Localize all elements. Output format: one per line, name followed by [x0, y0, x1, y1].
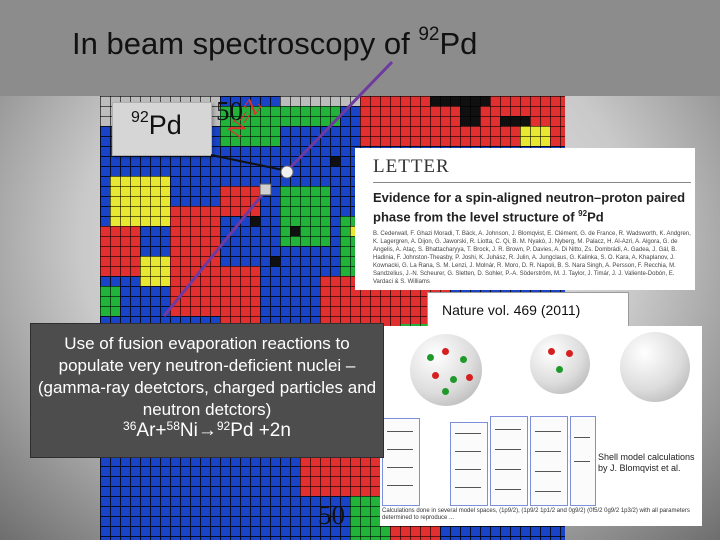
paper-letter-header: LETTER — [373, 156, 450, 177]
reaction-equation: 36Ar+58Ni→92Pd +2n — [123, 419, 291, 441]
level-scheme-figure: Shell model calculations by J. Blomqvist … — [380, 326, 702, 526]
pd-label-arrow — [210, 154, 284, 171]
level-line — [387, 467, 413, 468]
level-line — [455, 469, 481, 470]
paper-headline: Evidence for a spin-aligned neutron–prot… — [373, 190, 686, 225]
red-nucleon-dot — [442, 348, 449, 355]
green-nucleon-dot — [556, 366, 563, 373]
level-line — [535, 491, 561, 492]
level-line — [455, 433, 481, 434]
red-nucleon-dot — [432, 372, 439, 379]
slide-title: In beam spectroscopy of 92Pd — [72, 24, 478, 61]
pd92-label-box — [112, 102, 212, 156]
level-line — [455, 451, 481, 452]
paper-rule — [373, 182, 691, 183]
level-line — [387, 449, 413, 450]
level-line — [535, 431, 561, 432]
level-column-3 — [490, 416, 528, 506]
nucleus-marker-square — [259, 183, 272, 196]
level-column-1 — [382, 418, 420, 506]
green-nucleon-dot — [442, 388, 449, 395]
paper-clipping: LETTER Evidence for a spin-aligned neutr… — [355, 148, 695, 290]
figure-caption: Calculations done in several model space… — [382, 508, 690, 521]
green-nucleon-dot — [427, 354, 434, 361]
pd92-marker-dot — [280, 165, 294, 179]
pd92-label: 92Pd — [131, 109, 182, 140]
citation-text: Nature vol. 469 (2011) — [442, 302, 581, 318]
level-line — [495, 449, 521, 450]
sphere-middle — [530, 334, 590, 394]
green-nucleon-dot — [460, 356, 467, 363]
level-line — [495, 489, 521, 490]
citation-box: Nature vol. 469 (2011) — [427, 292, 629, 328]
level-line — [574, 437, 590, 438]
level-line — [387, 431, 413, 432]
shell-model-label: Shell model calculations by J. Blomqvist … — [598, 452, 695, 473]
level-line — [455, 487, 481, 488]
level-line — [495, 469, 521, 470]
level-column-5 — [570, 416, 596, 506]
level-line — [387, 485, 413, 486]
green-nucleon-dot — [450, 376, 457, 383]
magic-number-50-bottom: 50 — [318, 500, 345, 530]
red-nucleon-dot — [466, 374, 473, 381]
red-nucleon-dot — [548, 348, 555, 355]
red-nucleon-dot — [566, 350, 573, 357]
pointer-line-to-info — [162, 189, 268, 317]
level-line — [535, 451, 561, 452]
sphere-right — [620, 332, 690, 402]
level-column-4 — [530, 416, 568, 506]
info-text: Use of fusion evaporation reactions to p… — [37, 334, 377, 419]
level-line — [574, 461, 590, 462]
magic-number-50-top: 50 — [216, 96, 243, 126]
info-box: Use of fusion evaporation reactions to p… — [30, 323, 384, 458]
level-line — [495, 429, 521, 430]
title-bar — [0, 0, 720, 96]
pointer-line-to-title — [284, 60, 394, 174]
level-column-2 — [450, 422, 488, 506]
level-line — [535, 471, 561, 472]
arrow-icon: → — [197, 420, 217, 441]
paper-authors: B. Cederwall, F. Ghazi Moradi, T. Bäck, … — [373, 231, 691, 285]
